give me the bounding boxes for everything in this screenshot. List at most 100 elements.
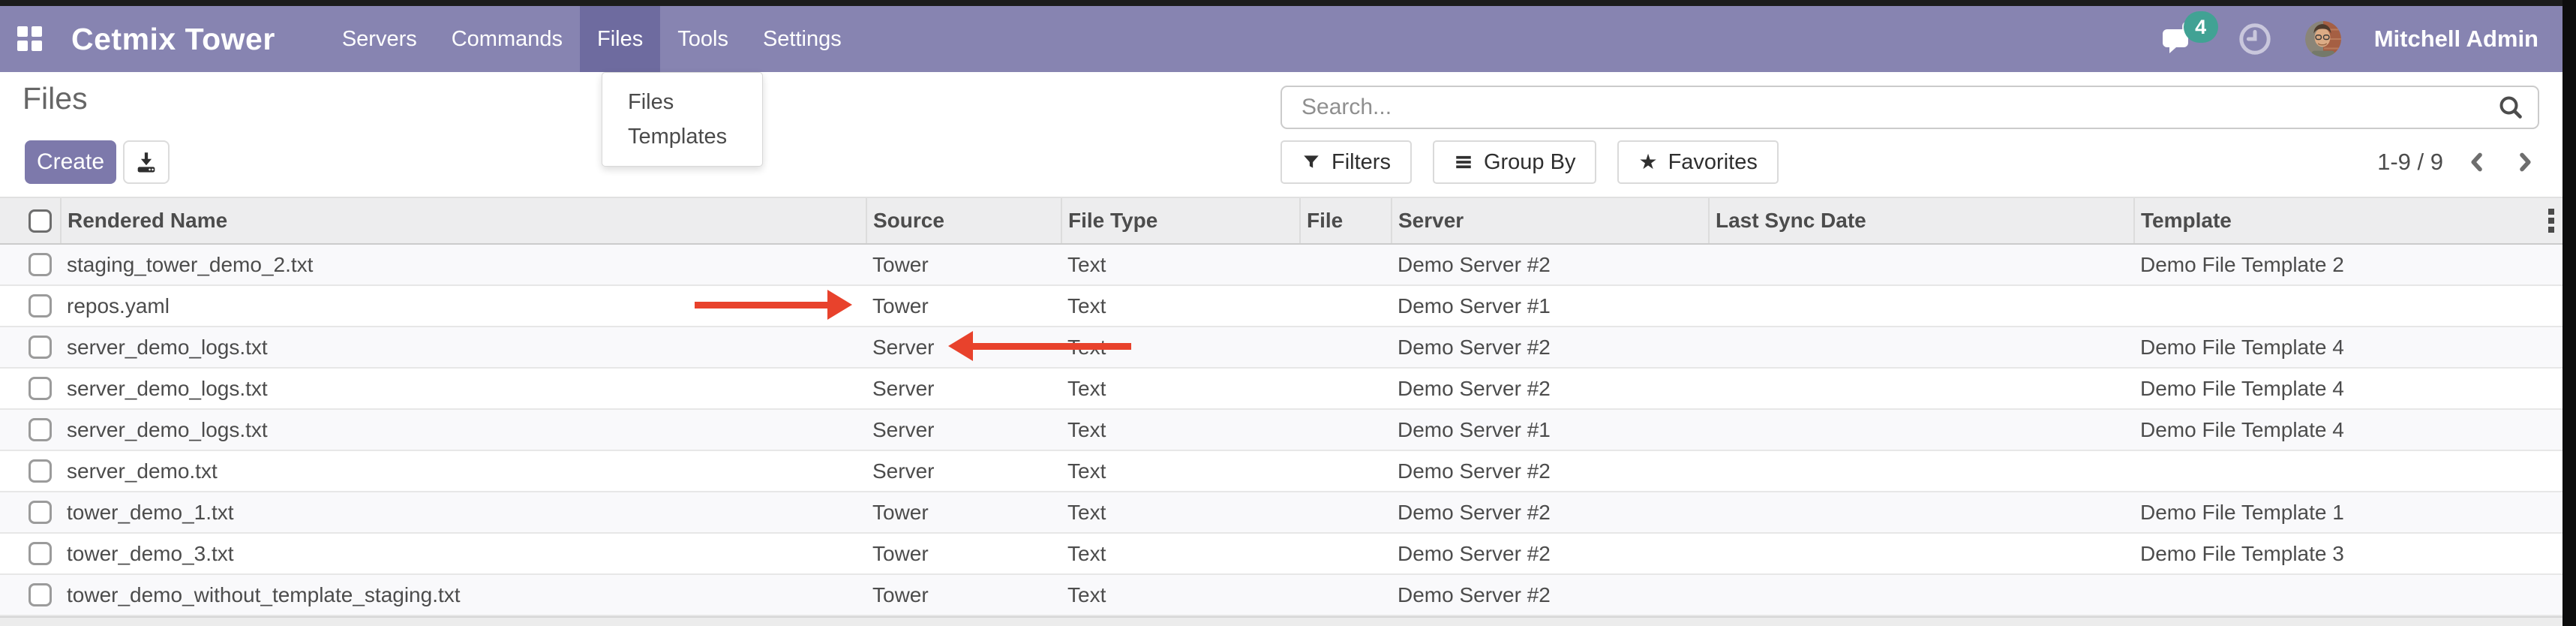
cell-source[interactable]: Server bbox=[866, 409, 1061, 451]
optional-columns-icon[interactable] bbox=[2548, 209, 2554, 233]
export-button[interactable] bbox=[123, 140, 170, 184]
row-checkbox[interactable] bbox=[29, 501, 52, 524]
cell-rendered-name[interactable]: staging_tower_demo_2.txt bbox=[61, 244, 866, 286]
row-checkbox[interactable] bbox=[29, 377, 52, 400]
cell-template[interactable]: Demo File Template 3 bbox=[2134, 533, 2562, 575]
cell-last-sync-date[interactable] bbox=[1709, 409, 2134, 451]
row-select-cell[interactable] bbox=[0, 409, 61, 451]
row-select-cell[interactable] bbox=[0, 533, 61, 575]
group-by-button[interactable]: Group By bbox=[1432, 140, 1597, 184]
col-header-server[interactable]: Server bbox=[1391, 197, 1709, 245]
cell-file[interactable] bbox=[1300, 244, 1392, 286]
col-header-file[interactable]: File bbox=[1299, 197, 1392, 245]
cell-server[interactable]: Demo Server #2 bbox=[1392, 327, 1709, 369]
cell-rendered-name[interactable]: tower_demo_3.txt bbox=[61, 533, 866, 575]
cell-server[interactable]: Demo Server #2 bbox=[1392, 533, 1709, 575]
table-row[interactable]: staging_tower_demo_2.txt Tower Text Demo… bbox=[0, 244, 2562, 286]
messages-icon[interactable]: 4 bbox=[2162, 11, 2218, 58]
cell-last-sync-date[interactable] bbox=[1709, 285, 2134, 327]
cell-file[interactable] bbox=[1300, 409, 1392, 451]
cell-file[interactable] bbox=[1300, 327, 1392, 369]
user-menu[interactable]: Mitchell Admin bbox=[2373, 26, 2538, 52]
cell-file-type[interactable]: Text bbox=[1061, 409, 1300, 451]
cell-file-type[interactable]: Text bbox=[1061, 244, 1300, 286]
row-select-cell[interactable] bbox=[0, 327, 61, 369]
cell-server[interactable]: Demo Server #1 bbox=[1392, 409, 1709, 451]
cell-source[interactable]: Tower bbox=[866, 574, 1061, 616]
pager-previous-icon[interactable] bbox=[2463, 148, 2491, 176]
cell-source[interactable]: Server bbox=[866, 368, 1061, 410]
cell-file[interactable] bbox=[1300, 533, 1392, 575]
cell-file-type[interactable]: Text bbox=[1061, 574, 1300, 616]
cell-last-sync-date[interactable] bbox=[1709, 492, 2134, 534]
table-row[interactable]: tower_demo_3.txt Tower Text Demo Server … bbox=[0, 533, 2562, 575]
row-checkbox[interactable] bbox=[29, 542, 52, 565]
menu-item-settings[interactable]: Settings bbox=[762, 26, 842, 51]
dropdown-item-templates[interactable]: Templates bbox=[628, 124, 728, 149]
cell-file[interactable] bbox=[1300, 574, 1392, 616]
cell-source[interactable]: Tower bbox=[866, 285, 1061, 327]
pager-next-icon[interactable] bbox=[2511, 148, 2539, 176]
row-checkbox[interactable] bbox=[29, 418, 52, 441]
cell-source[interactable]: Tower bbox=[866, 533, 1061, 575]
cell-template[interactable]: Demo File Template 2 bbox=[2134, 244, 2562, 286]
row-select-cell[interactable] bbox=[0, 244, 61, 286]
table-row[interactable]: repos.yaml Tower Text Demo Server #1 bbox=[0, 285, 2562, 327]
cell-server[interactable]: Demo Server #1 bbox=[1392, 285, 1709, 327]
menu-item-tools[interactable]: Tools bbox=[677, 26, 728, 51]
table-row[interactable]: server_demo.txt Server Text Demo Server … bbox=[0, 450, 2562, 492]
row-checkbox[interactable] bbox=[29, 294, 52, 318]
cell-last-sync-date[interactable] bbox=[1709, 574, 2134, 616]
table-row[interactable]: server_demo_logs.txt Server Text Demo Se… bbox=[0, 409, 2562, 451]
cell-server[interactable]: Demo Server #2 bbox=[1392, 450, 1709, 492]
col-header-last-sync-date[interactable]: Last Sync Date bbox=[1708, 197, 2134, 245]
cell-rendered-name[interactable]: tower_demo_without_template_staging.txt bbox=[61, 574, 866, 616]
row-checkbox[interactable] bbox=[29, 459, 52, 483]
cell-last-sync-date[interactable] bbox=[1709, 327, 2134, 369]
cell-file[interactable] bbox=[1300, 450, 1392, 492]
cell-file-type[interactable]: Text bbox=[1061, 368, 1300, 410]
cell-source[interactable]: Tower bbox=[866, 492, 1061, 534]
menu-item-files[interactable]: Files bbox=[580, 6, 661, 72]
cell-last-sync-date[interactable] bbox=[1709, 533, 2134, 575]
cell-rendered-name[interactable]: server_demo_logs.txt bbox=[61, 368, 866, 410]
create-button[interactable]: Create bbox=[25, 140, 116, 184]
cell-last-sync-date[interactable] bbox=[1709, 368, 2134, 410]
cell-server[interactable]: Demo Server #2 bbox=[1392, 368, 1709, 410]
cell-rendered-name[interactable]: tower_demo_1.txt bbox=[61, 492, 866, 534]
cell-source[interactable]: Server bbox=[866, 450, 1061, 492]
row-checkbox[interactable] bbox=[29, 253, 52, 276]
row-select-cell[interactable] bbox=[0, 368, 61, 410]
cell-rendered-name[interactable]: server_demo_logs.txt bbox=[61, 409, 866, 451]
cell-rendered-name[interactable]: server_demo.txt bbox=[61, 450, 866, 492]
cell-template[interactable] bbox=[2134, 574, 2562, 616]
cell-server[interactable]: Demo Server #2 bbox=[1392, 574, 1709, 616]
filters-button[interactable]: Filters bbox=[1280, 140, 1412, 184]
table-row[interactable]: server_demo_logs.txt Server Text Demo Se… bbox=[0, 327, 2562, 369]
dropdown-item-files[interactable]: Files bbox=[628, 89, 674, 114]
cell-file-type[interactable]: Text bbox=[1061, 450, 1300, 492]
cell-template[interactable]: Demo File Template 4 bbox=[2134, 409, 2562, 451]
col-header-template[interactable]: Template bbox=[2133, 197, 2562, 245]
cell-source[interactable]: Tower bbox=[866, 244, 1061, 286]
cell-server[interactable]: Demo Server #2 bbox=[1392, 244, 1709, 286]
search-icon[interactable] bbox=[2496, 92, 2526, 126]
row-select-cell[interactable] bbox=[0, 285, 61, 327]
cell-last-sync-date[interactable] bbox=[1709, 450, 2134, 492]
search-input[interactable] bbox=[1280, 86, 2539, 129]
cell-last-sync-date[interactable] bbox=[1709, 244, 2134, 286]
cell-rendered-name[interactable]: server_demo_logs.txt bbox=[61, 327, 866, 369]
favorites-button[interactable]: ★ Favorites bbox=[1617, 140, 1779, 184]
cell-file-type[interactable]: Text bbox=[1061, 285, 1300, 327]
row-checkbox[interactable] bbox=[29, 336, 52, 359]
cell-file-type[interactable]: Text bbox=[1061, 533, 1300, 575]
col-header-file-type[interactable]: File Type bbox=[1061, 197, 1300, 245]
apps-grid-icon[interactable] bbox=[17, 26, 43, 52]
table-row[interactable]: tower_demo_without_template_staging.txt … bbox=[0, 574, 2562, 616]
cell-file[interactable] bbox=[1300, 492, 1392, 534]
menu-item-commands[interactable]: Commands bbox=[451, 26, 563, 51]
row-select-cell[interactable] bbox=[0, 574, 61, 616]
cell-template[interactable] bbox=[2134, 285, 2562, 327]
avatar[interactable] bbox=[2304, 21, 2341, 57]
row-select-cell[interactable] bbox=[0, 450, 61, 492]
